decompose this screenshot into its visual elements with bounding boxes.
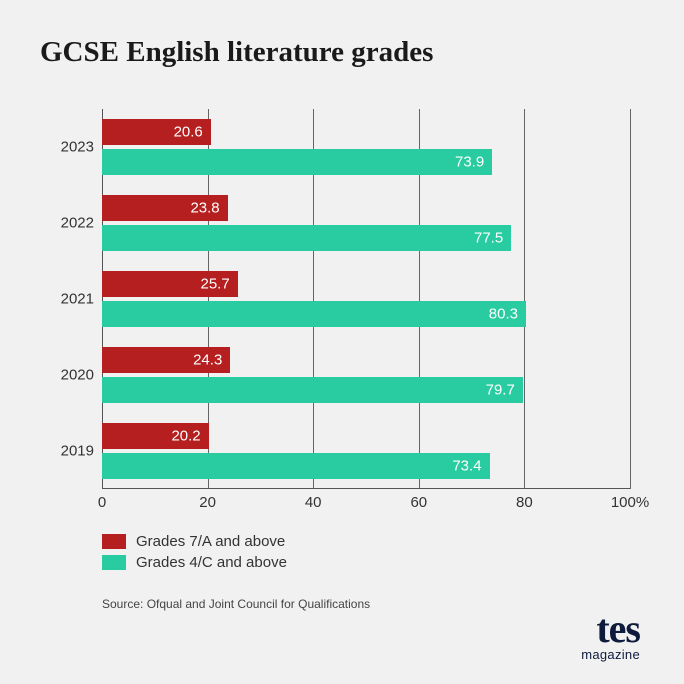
bar-pass: 80.3: [102, 301, 526, 327]
x-tick-label: 100%: [611, 494, 649, 511]
x-tick-label: 60: [410, 494, 427, 511]
bar-value-label: 79.7: [486, 382, 515, 399]
year-group: 202223.877.5: [102, 195, 630, 251]
brand-logo: tes magazine: [581, 614, 640, 660]
gridline: [630, 109, 631, 489]
legend-label-high: Grades 7/A and above: [136, 533, 285, 550]
bar-high: 25.7: [102, 271, 238, 297]
bar-high: 20.2: [102, 423, 209, 449]
x-tick-label: 20: [199, 494, 216, 511]
year-group: 201920.273.4: [102, 423, 630, 479]
x-tick-label: 40: [305, 494, 322, 511]
legend-swatch-pass: [102, 555, 126, 570]
x-tick-label: 80: [516, 494, 533, 511]
bar-pass: 79.7: [102, 377, 523, 403]
source-text: Source: Ofqual and Joint Council for Qua…: [102, 597, 644, 611]
year-group: 202125.780.3: [102, 271, 630, 327]
bar-high: 23.8: [102, 195, 228, 221]
bar-value-label: 20.2: [171, 428, 200, 445]
bar-value-label: 25.7: [200, 276, 229, 293]
x-axis-line: [102, 488, 630, 489]
bar-value-label: 24.3: [193, 352, 222, 369]
bar-value-label: 73.9: [455, 154, 484, 171]
bar-value-label: 23.8: [190, 200, 219, 217]
brand-name: tes: [596, 606, 640, 651]
bar-value-label: 20.6: [174, 124, 203, 141]
bar-high: 20.6: [102, 119, 211, 145]
bar-value-label: 77.5: [474, 230, 503, 247]
y-tick-label: 2023: [52, 139, 94, 156]
bar-value-label: 73.4: [452, 458, 481, 475]
chart-title: GCSE English literature grades: [40, 36, 644, 69]
bar-value-label: 80.3: [489, 306, 518, 323]
legend-item-high: Grades 7/A and above: [102, 533, 644, 550]
y-tick-label: 2020: [52, 367, 94, 384]
x-tick-label: 0: [98, 494, 106, 511]
y-tick-label: 2022: [52, 215, 94, 232]
bar-high: 24.3: [102, 347, 230, 373]
bar-pass: 73.9: [102, 149, 492, 175]
legend-item-pass: Grades 4/C and above: [102, 554, 644, 571]
legend-label-pass: Grades 4/C and above: [136, 554, 287, 571]
y-tick-label: 2021: [52, 291, 94, 308]
y-tick-label: 2019: [52, 443, 94, 460]
plot-region: 020406080100%202320.673.9202223.877.5202…: [102, 109, 630, 489]
legend-swatch-high: [102, 534, 126, 549]
brand-sub: magazine: [581, 650, 640, 660]
bar-pass: 73.4: [102, 453, 490, 479]
year-group: 202024.379.7: [102, 347, 630, 403]
chart-area: 020406080100%202320.673.9202223.877.5202…: [52, 109, 640, 519]
legend: Grades 7/A and above Grades 4/C and abov…: [102, 533, 644, 571]
page: GCSE English literature grades 0 20 40 60 80…: [0, 0, 684, 684]
bar-pass: 77.5: [102, 225, 511, 251]
year-group: 202320.673.9: [102, 119, 630, 175]
